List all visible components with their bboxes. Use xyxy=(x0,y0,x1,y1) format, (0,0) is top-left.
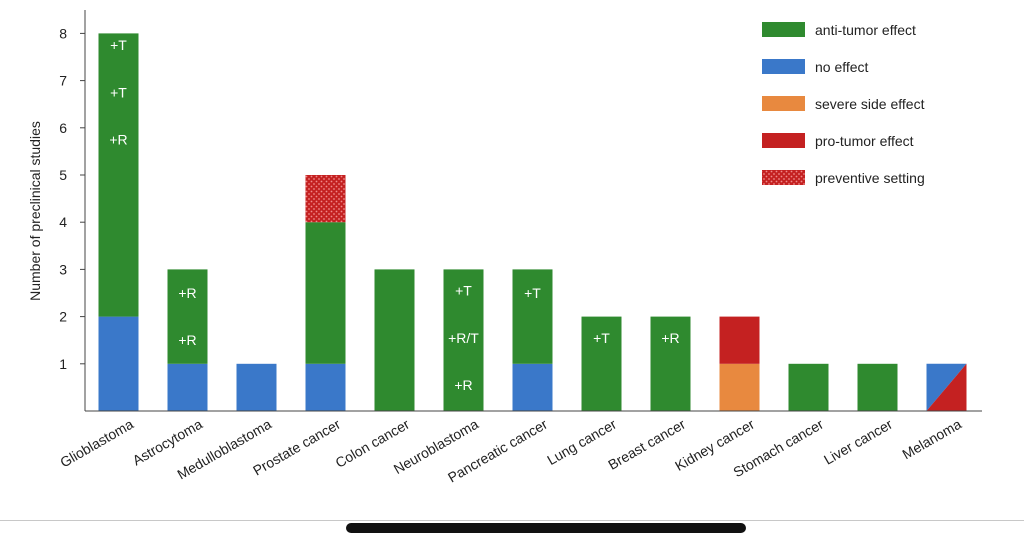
y-tick-label: 6 xyxy=(59,120,67,136)
y-axis-label: Number of preclinical studies xyxy=(27,121,43,301)
y-tick-label: 7 xyxy=(59,73,67,89)
legend-label: no effect xyxy=(815,59,869,75)
bar-segment-anti-tumor-effect xyxy=(374,269,415,411)
bar-segment-anti-tumor-effect xyxy=(581,316,622,411)
bar-annotation: +R xyxy=(109,132,127,148)
bar-segment-severe-side-effect xyxy=(719,363,760,411)
home-indicator xyxy=(346,523,746,533)
y-tick-label: 4 xyxy=(59,214,67,230)
bar-segment-anti-tumor-effect xyxy=(650,316,691,411)
bar-annotation: +R xyxy=(178,332,196,348)
legend-label: pro-tumor effect xyxy=(815,133,914,149)
bar-annotation: +R/T xyxy=(448,330,479,346)
y-tick-label: 5 xyxy=(59,167,67,183)
y-tick-label: 1 xyxy=(59,356,67,372)
y-tick-label: 2 xyxy=(59,309,67,325)
legend-swatch-severe-side-effect xyxy=(762,96,805,111)
legend-swatch-anti-tumor-effect xyxy=(762,22,805,37)
legend: anti-tumor effect no effect severe side ef… xyxy=(762,22,925,186)
legend-label: preventive setting xyxy=(815,170,925,186)
bar-annotation: +R xyxy=(178,285,196,301)
bar-segment-anti-tumor-effect xyxy=(305,222,346,364)
bar-segment-pro-tumor-effect xyxy=(719,316,760,364)
y-tick-label: 3 xyxy=(59,261,67,277)
bar-annotation: +T xyxy=(593,330,610,346)
legend-label: severe side effect xyxy=(815,96,925,112)
legend-swatch-pro-tumor-effect xyxy=(762,133,805,148)
x-tick-label: Glioblastoma xyxy=(57,416,136,471)
stacked-bar-chart: +T +T +R +R +R +T +R/T +R +T +T +R 1 2 3 4 5 6 7 8 Gliobl… xyxy=(27,10,982,486)
x-tick-label: Melanoma xyxy=(899,416,964,463)
legend-label: anti-tumor effect xyxy=(815,22,916,38)
x-tick-label: Liver cancer xyxy=(821,416,895,468)
legend-swatch-no-effect xyxy=(762,59,805,74)
bar-segment-anti-tumor-effect xyxy=(857,363,898,411)
bar-annotation: +R xyxy=(661,330,679,346)
bar-segment-no-effect xyxy=(512,363,553,411)
bar-annotation: +T xyxy=(110,37,127,53)
bar-segment-no-effect xyxy=(98,316,139,411)
bar-segment-pro-tumor-effect xyxy=(926,363,967,411)
y-tick-label: 8 xyxy=(59,25,67,41)
bar-annotation: +T xyxy=(455,283,472,299)
bar-annotation: +R xyxy=(454,377,472,393)
bar-segment-anti-tumor-effect xyxy=(788,363,829,411)
bar-segment-preventive-setting xyxy=(305,175,346,223)
bar-segment-anti-tumor-effect xyxy=(167,269,208,364)
bottom-divider xyxy=(0,520,1024,521)
bar-segment-no-effect xyxy=(236,363,277,411)
bar-segment-anti-tumor-effect xyxy=(98,33,139,317)
legend-swatch-preventive-setting xyxy=(762,170,805,185)
bar-annotation: +T xyxy=(524,285,541,301)
bar-segment-anti-tumor-effect xyxy=(443,269,484,411)
bar-segment-anti-tumor-effect xyxy=(512,269,553,364)
bar-segment-no-effect xyxy=(305,363,346,411)
bar-segment-no-effect xyxy=(167,363,208,411)
bar-annotation: +T xyxy=(110,84,127,100)
